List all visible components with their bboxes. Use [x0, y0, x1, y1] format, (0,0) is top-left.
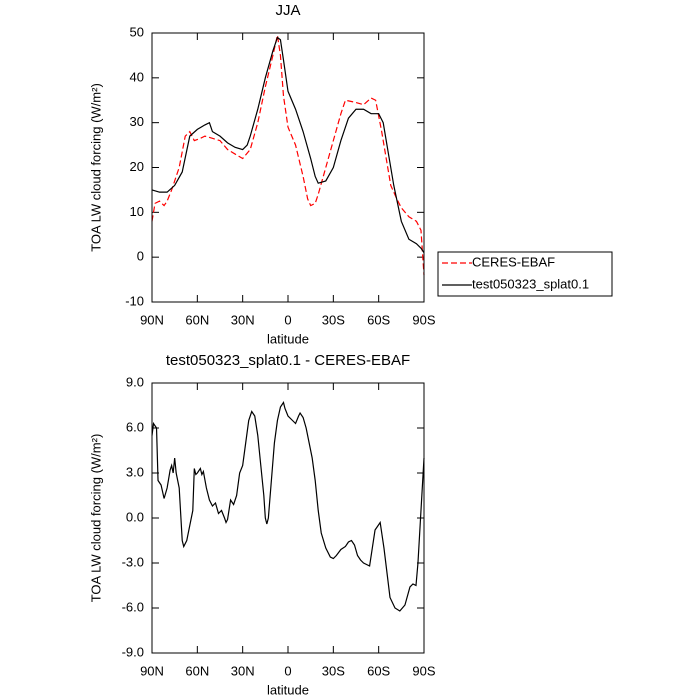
- panel: test050323_splat0.1 - CERES-EBAF latitude…: [88, 352, 435, 697]
- y-axis-label: TOA LW cloud forcing (W/m²): [88, 83, 103, 252]
- panel: JJA latitude TOA LW cloud forcing (W/m²) 50…: [88, 2, 613, 346]
- x-tick-label: 30S: [322, 312, 345, 327]
- y-tick-label: -3.0: [122, 554, 144, 569]
- y-tick-label: 0.0: [126, 509, 144, 524]
- x-tick-label: 60S: [367, 663, 390, 678]
- x-tick-label: 60N: [185, 663, 209, 678]
- y-tick-label: 6.0: [126, 419, 144, 434]
- x-tick-label: 0: [284, 312, 291, 327]
- plot-frame: [151, 382, 425, 654]
- x-tick-label: 60S: [367, 312, 390, 327]
- legend-label: CERES-EBAF: [472, 254, 555, 269]
- data-line: [151, 401, 425, 612]
- chart-title: JJA: [275, 2, 300, 19]
- y-tick-label: -9.0: [122, 644, 144, 659]
- x-tick-label: 90S: [412, 312, 435, 327]
- x-tick-label: 0: [284, 663, 291, 678]
- y-tick-label: 9.0: [126, 374, 144, 389]
- y-tick-label: 50: [130, 24, 144, 39]
- x-tick-label: 90N: [140, 663, 164, 678]
- x-tick-label: 90N: [140, 312, 164, 327]
- x-tick-label: 60N: [185, 312, 209, 327]
- y-tick-label: -10: [125, 293, 144, 308]
- legend-box: [437, 251, 613, 297]
- y-tick-label: 40: [130, 69, 144, 84]
- y-tick-label: 3.0: [126, 464, 144, 479]
- x-tick-label: 30N: [231, 312, 255, 327]
- y-tick-label: -6.0: [122, 599, 144, 614]
- data-line: [151, 36, 425, 254]
- x-axis-label: latitude: [267, 331, 309, 346]
- x-tick-label: 90S: [412, 663, 435, 678]
- y-tick-label: 30: [130, 114, 144, 129]
- x-tick-label: 30S: [322, 663, 345, 678]
- y-tick-label: 10: [130, 204, 144, 219]
- legend-label: test050323_splat0.1: [472, 276, 589, 291]
- y-tick-label: 0: [137, 249, 144, 264]
- x-axis-label: latitude: [267, 682, 309, 697]
- plot-frame: [151, 32, 425, 303]
- y-axis-label: TOA LW cloud forcing (W/m²): [88, 434, 103, 603]
- y-tick-label: 20: [130, 159, 144, 174]
- x-tick-label: 30N: [231, 663, 255, 678]
- data-line: [151, 35, 425, 276]
- chart-title: test050323_splat0.1 - CERES-EBAF: [166, 352, 410, 369]
